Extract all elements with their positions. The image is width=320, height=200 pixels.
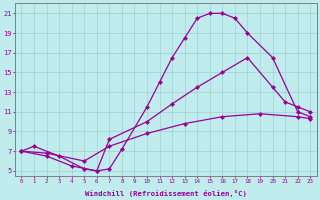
X-axis label: Windchill (Refroidissement éolien,°C): Windchill (Refroidissement éolien,°C) — [85, 190, 247, 197]
